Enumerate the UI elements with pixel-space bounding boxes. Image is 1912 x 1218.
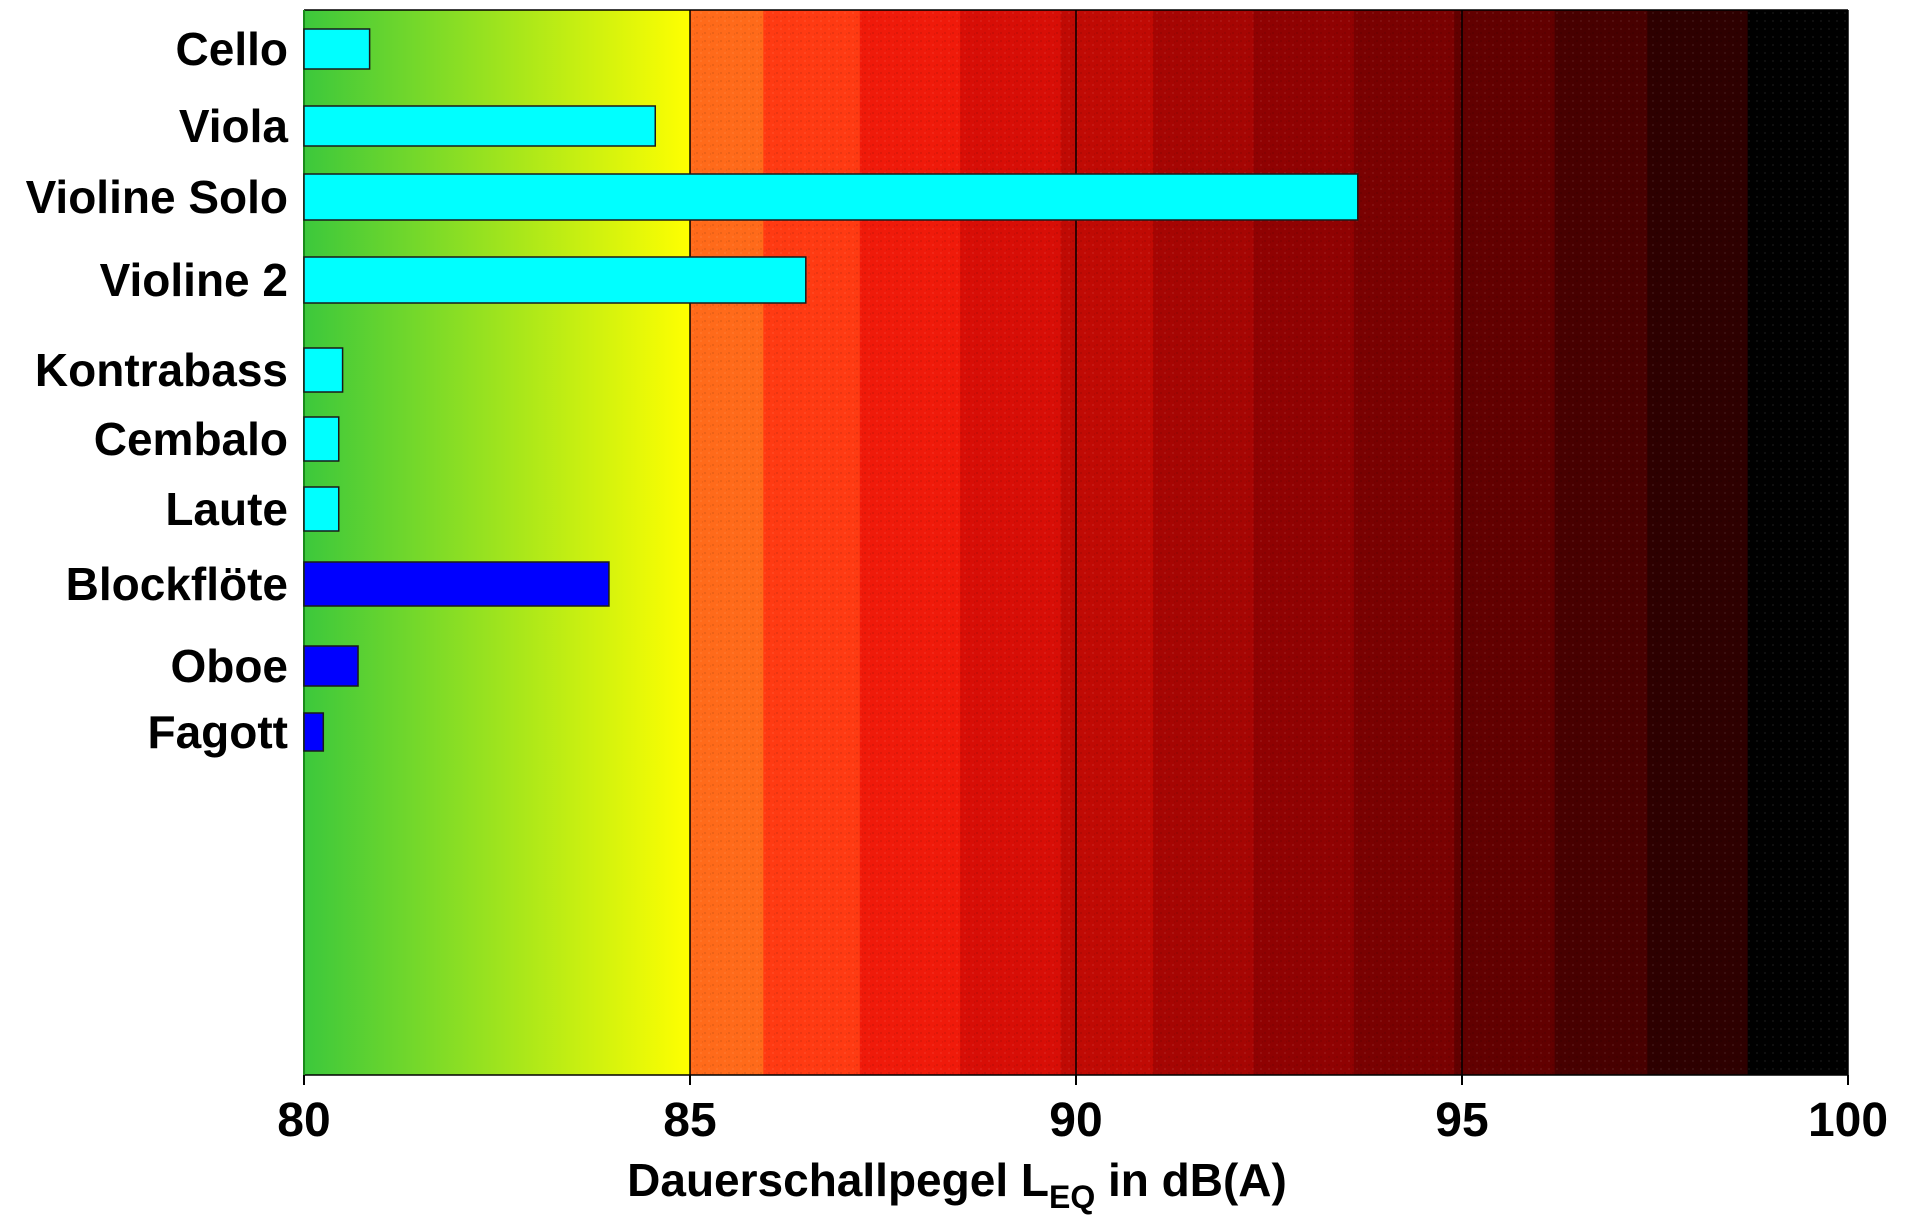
bars (303, 28, 1359, 752)
x-tick-label-80: 80 (277, 1094, 330, 1147)
category-label: Fagott (147, 706, 288, 758)
x-tick-label-95: 95 (1435, 1094, 1488, 1147)
x-tick-label-100: 100 (1808, 1094, 1888, 1147)
bar-fagott (303, 712, 325, 752)
category-labels: Cello Viola Violine Solo Violine 2 Kontrabas… (26, 23, 289, 758)
x-tick-label-85: 85 (663, 1094, 716, 1147)
bar-violine-2 (303, 256, 807, 304)
bg-texture (690, 10, 1848, 1075)
bar-cembalo (303, 416, 340, 462)
category-label: Viola (179, 100, 289, 152)
x-axis-title: Dauerschallpegel LEQ in dB(A) (627, 1154, 1287, 1215)
bar-blockflöte (303, 561, 610, 607)
x-axis-title-tail: in dB(A) (1095, 1154, 1287, 1206)
x-axis-title-main: Dauerschallpegel L (627, 1154, 1049, 1206)
category-label: Oboe (170, 640, 288, 692)
category-label: Blockflöte (66, 558, 288, 610)
category-label: Laute (165, 483, 288, 535)
category-label: Cello (176, 23, 288, 75)
bg-zone-safe (304, 10, 690, 1075)
bar-laute (303, 486, 340, 532)
category-label: Cembalo (94, 413, 288, 465)
x-tick-label-90: 90 (1049, 1094, 1102, 1147)
bar-viola (303, 105, 657, 147)
bar-oboe (303, 645, 359, 687)
bar-cello (303, 28, 371, 70)
bar-kontrabass (303, 347, 344, 393)
category-label: Kontrabass (35, 344, 288, 396)
category-label: Violine 2 (100, 254, 288, 306)
x-axis-title-subscript: EQ (1049, 1179, 1095, 1215)
category-label: Violine Solo (26, 171, 288, 223)
x-tick-labels: 80 85 90 95 100 (277, 1094, 1888, 1147)
bar-violine-solo (303, 173, 1359, 221)
